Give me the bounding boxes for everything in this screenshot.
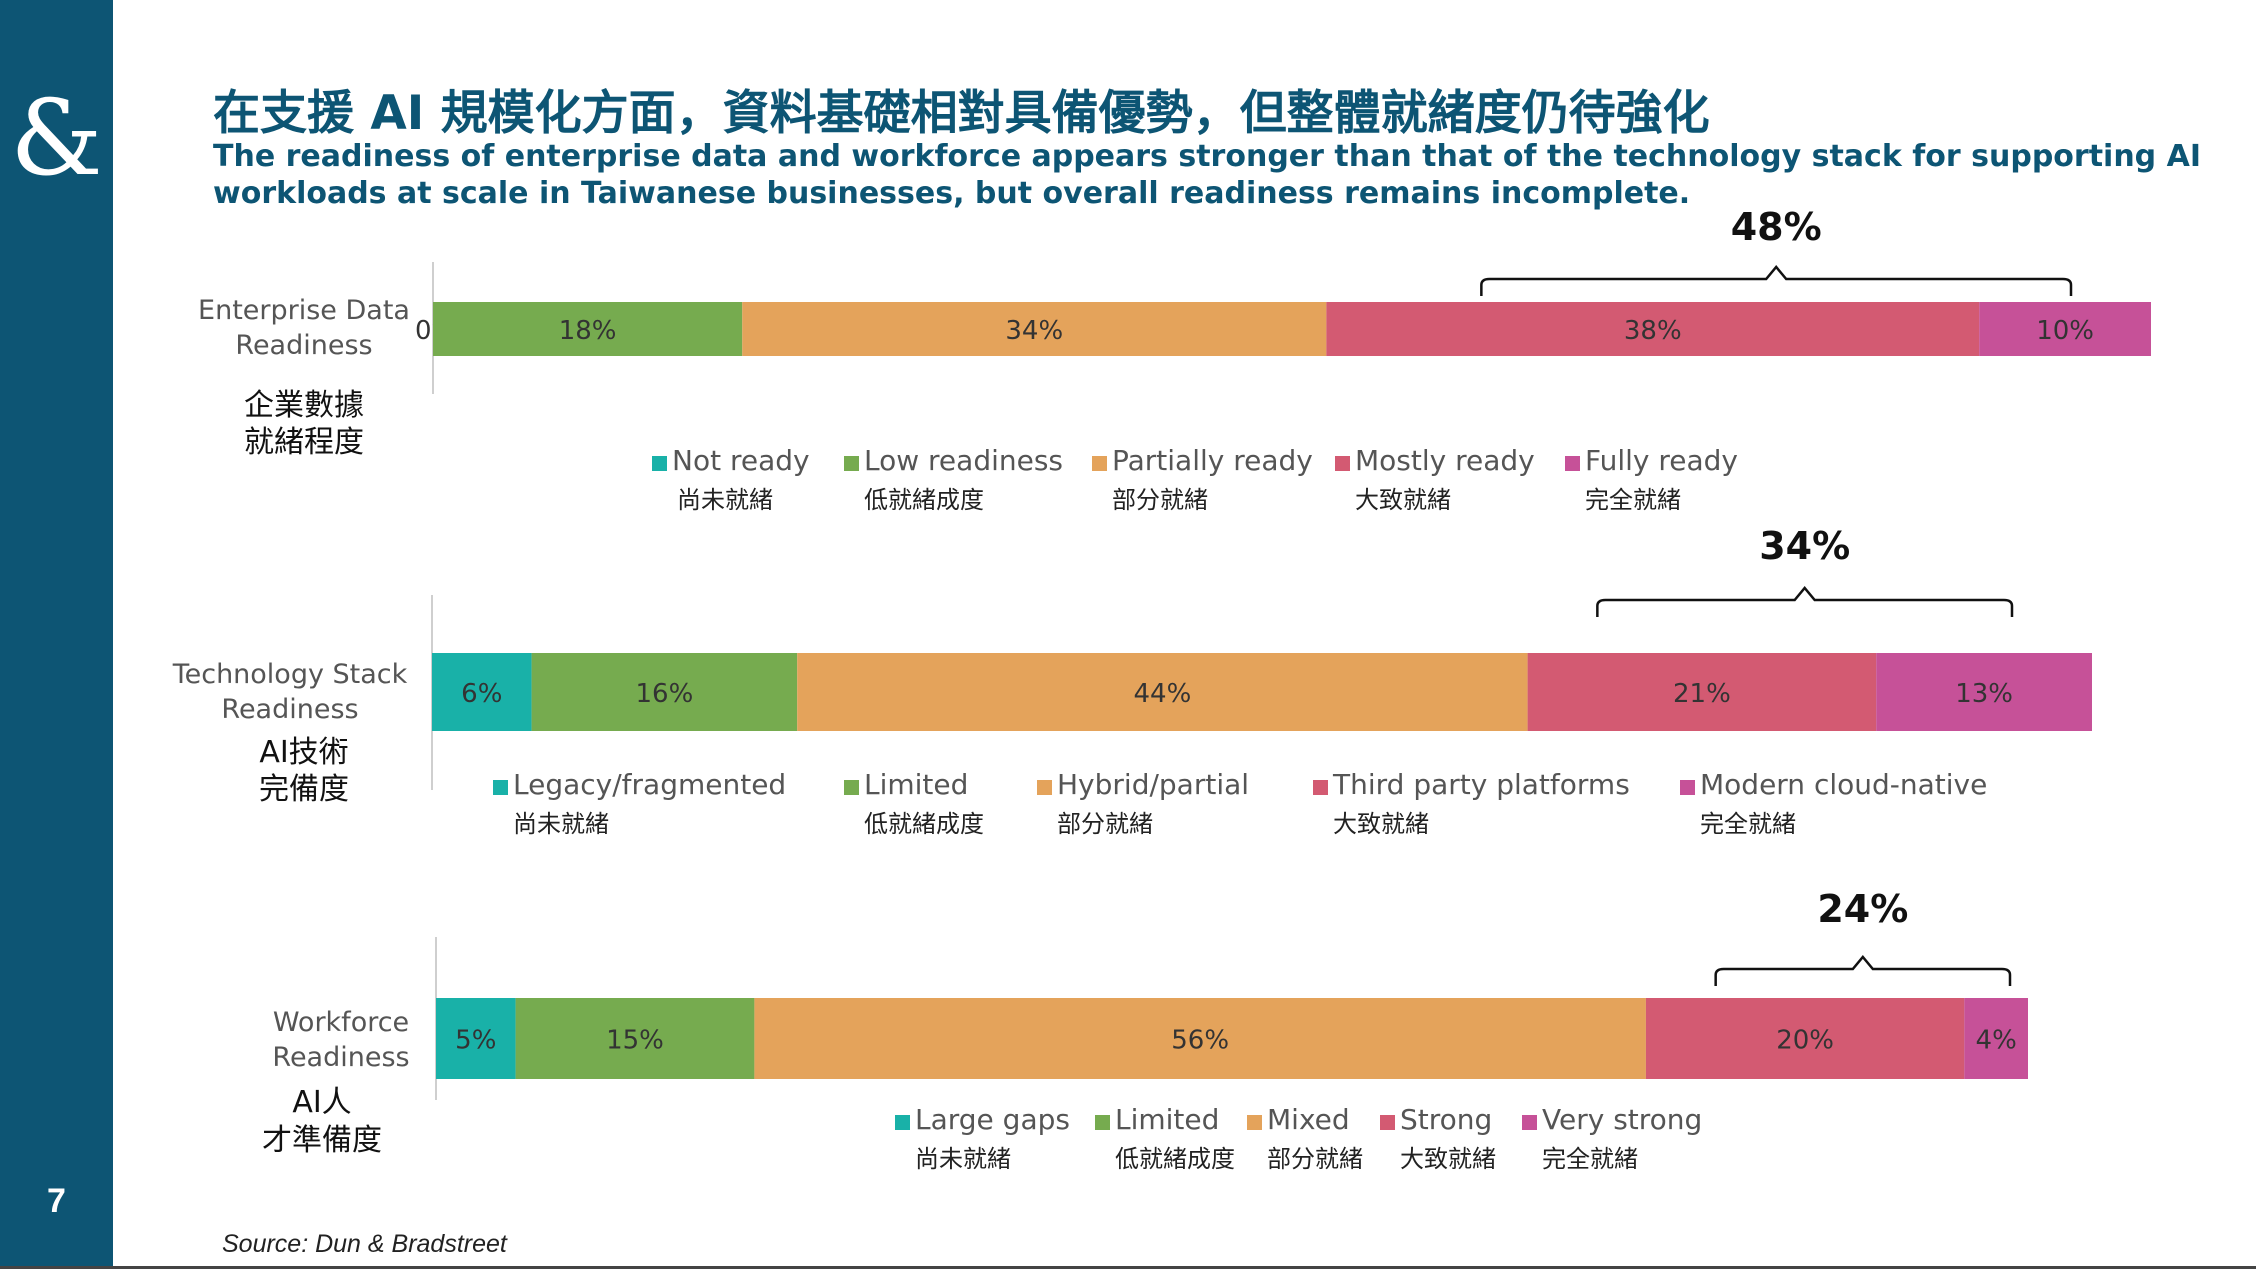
data-label: 15% — [606, 1026, 664, 1056]
legend-swatch — [895, 1115, 910, 1130]
bar-segment — [1964, 998, 2028, 1079]
legend-label-zh: 尚未就緒 — [677, 486, 773, 514]
data-label: 13% — [1955, 679, 2013, 709]
legend-label-zh: 大致就緒 — [1355, 486, 1451, 514]
legend-swatch — [1247, 1115, 1262, 1130]
legend-label-zh: 低就緒成度 — [864, 810, 984, 838]
legend-label-zh: 完全就緒 — [1700, 810, 1796, 838]
data-label: 34% — [1005, 316, 1063, 346]
legend-label-zh: 部分就緒 — [1267, 1145, 1363, 1173]
data-label: 38% — [1624, 316, 1682, 346]
category-label: Technology Stack — [172, 659, 408, 690]
legend-label: Modern cloud-native — [1700, 768, 1987, 801]
legend-swatch — [1522, 1115, 1537, 1130]
legend-label: Fully ready — [1585, 444, 1738, 477]
bracket — [1480, 265, 2073, 296]
bar-segment — [754, 998, 1646, 1079]
legend-label-zh: 部分就緒 — [1057, 810, 1153, 838]
category-label: Readiness — [272, 1042, 409, 1073]
legend-label: Third party platforms — [1332, 768, 1630, 801]
category-label: Readiness — [221, 694, 358, 725]
legend-label: Limited — [1115, 1103, 1219, 1136]
category-label: Readiness — [235, 330, 372, 361]
legend-label: Strong — [1400, 1103, 1492, 1136]
page-title: 在支援 AI 規模化方面，資料基礎相對具備優勢，但整體就緒度仍待強化 — [213, 86, 1710, 141]
bar-segment — [1876, 653, 2092, 731]
category-label: Enterprise Data — [198, 295, 410, 326]
bracket-total: 48% — [1731, 205, 1822, 249]
legend-label: Partially ready — [1112, 444, 1313, 477]
page-number: 7 — [47, 1182, 66, 1220]
legend-label-zh: 大致就緒 — [1333, 810, 1429, 838]
legend-label: Mixed — [1267, 1103, 1350, 1136]
legend-label-zh: 低就緒成度 — [1115, 1145, 1235, 1173]
category-label-zh: 就緒程度 — [244, 425, 364, 460]
category-label: Workforce — [273, 1007, 409, 1038]
legend-label: Very strong — [1542, 1103, 1702, 1136]
legend-label-zh: 低就緒成度 — [864, 486, 984, 514]
legend-label: Mostly ready — [1355, 444, 1535, 477]
legend-swatch — [1037, 780, 1052, 795]
sidebar: & 7 — [0, 0, 113, 1269]
bar-segment — [515, 998, 755, 1079]
bar-segment — [1326, 302, 1980, 356]
bar-segment — [1979, 302, 2151, 356]
data-label: 10% — [2036, 316, 2094, 346]
bar-segment — [531, 653, 798, 731]
legend-swatch — [1335, 456, 1350, 471]
legend-swatch — [1092, 456, 1107, 471]
legend-label-zh: 尚未就緒 — [513, 810, 609, 838]
legend-label-zh: 完全就緒 — [1542, 1145, 1638, 1173]
bar-segment — [797, 653, 1528, 731]
bottom-rule — [0, 1266, 2256, 1269]
data-label: 6% — [461, 679, 502, 709]
legend-label-zh: 部分就緒 — [1112, 486, 1208, 514]
legend-swatch — [1095, 1115, 1110, 1130]
data-label: 5% — [455, 1026, 496, 1056]
category-label-zh: 才準備度 — [262, 1123, 382, 1158]
legend-swatch — [1313, 780, 1328, 795]
data-label: 20% — [1776, 1026, 1834, 1056]
category-label-zh: 企業數據 — [244, 388, 364, 423]
data-label: 44% — [1134, 679, 1192, 709]
legend-swatch — [844, 780, 859, 795]
bar-segment — [436, 998, 516, 1079]
source-note: Source: Dun & Bradstreet — [222, 1230, 507, 1258]
bar-segment — [1645, 998, 1965, 1079]
legend-label: Large gaps — [915, 1103, 1070, 1136]
legend-label-zh: 大致就緒 — [1400, 1145, 1496, 1173]
legend-label: Limited — [864, 768, 968, 801]
bracket-total: 34% — [1759, 524, 1850, 568]
data-label: 18% — [559, 316, 617, 346]
legend-label-zh: 完全就緒 — [1585, 486, 1681, 514]
legend-label-zh: 尚未就緒 — [915, 1145, 1011, 1173]
category-label-zh: 完備度 — [259, 772, 349, 807]
brand-logo: & — [10, 77, 103, 199]
bracket — [1596, 586, 2014, 617]
bracket — [1714, 955, 2012, 986]
data-label: 16% — [636, 679, 694, 709]
data-label: 21% — [1673, 679, 1731, 709]
legend-swatch — [1380, 1115, 1395, 1130]
bar-segment — [1527, 653, 1877, 731]
legend-swatch — [652, 456, 667, 471]
legend-swatch — [1565, 456, 1580, 471]
category-label-zh: AI人 — [292, 1085, 351, 1120]
bracket-total: 24% — [1817, 887, 1908, 931]
page-subtitle: The readiness of enterprise data and wor… — [213, 139, 2201, 211]
legend-label: Hybrid/partial — [1057, 768, 1249, 801]
legend-label: Not ready — [672, 444, 810, 477]
data-label: 4% — [1976, 1026, 2017, 1056]
legend-swatch — [493, 780, 508, 795]
legend-label: Low readiness — [864, 444, 1063, 477]
bar-segment — [432, 653, 532, 731]
data-label: 56% — [1171, 1026, 1229, 1056]
bar-segment — [433, 302, 743, 356]
legend-label: Legacy/fragmented — [513, 768, 786, 801]
category-label-zh: AI技術 — [259, 735, 348, 770]
legend-swatch — [1680, 780, 1695, 795]
legend-swatch — [844, 456, 859, 471]
bar-segment — [742, 302, 1327, 356]
